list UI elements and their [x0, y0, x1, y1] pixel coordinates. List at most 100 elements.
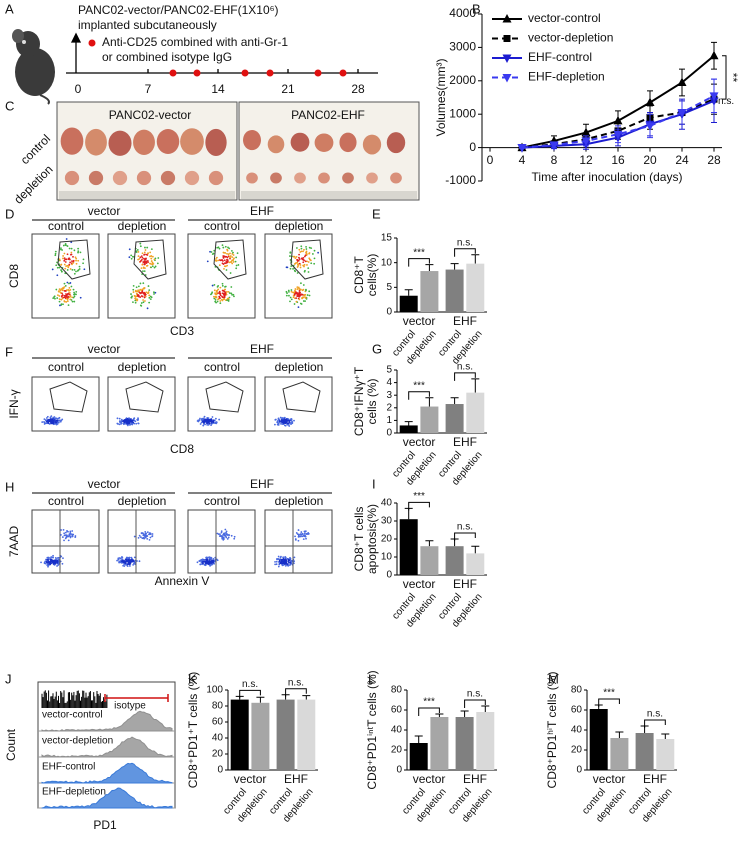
flow-dot — [134, 298, 137, 300]
flow-dot — [64, 261, 67, 263]
flow-dot — [60, 295, 63, 298]
error-bar — [425, 540, 434, 547]
flow-dot — [53, 295, 56, 298]
flow-dot — [141, 288, 144, 291]
flow-dot — [65, 534, 68, 537]
flow-dot — [136, 249, 139, 251]
flow-dot — [282, 564, 285, 566]
flow-dot — [52, 422, 55, 425]
flow-dot — [149, 298, 152, 301]
flow-dot — [290, 265, 293, 268]
flow-dot — [148, 532, 151, 534]
flow-dot — [227, 300, 230, 302]
flow-dot — [151, 255, 154, 258]
column-label: control — [204, 219, 240, 233]
flow-dot — [71, 296, 74, 299]
tumor — [267, 135, 285, 154]
flow-dot — [67, 539, 70, 542]
panel-letter: B — [472, 1, 481, 16]
flow-dot — [296, 258, 299, 261]
x-tick-label: 16 — [611, 153, 625, 167]
flow-dot — [126, 565, 129, 568]
error-bar — [404, 421, 413, 426]
bar — [399, 519, 418, 575]
flow-dot — [226, 264, 228, 267]
flow-dot — [300, 247, 303, 250]
y-tick-label: 10 — [381, 257, 393, 268]
flow-dot — [223, 262, 226, 265]
flow-dot — [70, 299, 73, 301]
flow-dot — [305, 245, 307, 248]
flow-dot — [280, 555, 282, 558]
flow-dot — [40, 561, 42, 564]
flow-dot — [305, 289, 307, 292]
flow-dot — [218, 296, 221, 299]
flow-dot — [289, 561, 292, 564]
flow-dot — [63, 532, 66, 535]
flow-dot — [61, 249, 64, 251]
flow-dot — [215, 256, 218, 259]
flow-dot — [299, 302, 302, 305]
y-tick-label: 100 — [206, 685, 223, 696]
flow-dot — [140, 532, 143, 534]
bar — [399, 295, 418, 312]
flow-dot — [214, 298, 217, 301]
x-tick-label: 24 — [675, 153, 689, 167]
flow-dot — [294, 535, 296, 538]
flow-dot — [131, 419, 133, 422]
flow-dot — [66, 253, 69, 256]
flow-dot — [57, 556, 60, 559]
flow-dot — [143, 296, 146, 299]
flow-dot — [61, 562, 64, 565]
flow-dot — [133, 556, 136, 559]
flow-dot — [67, 304, 70, 306]
flow-dot — [63, 263, 66, 266]
flow-dot — [299, 291, 301, 294]
flow-dot — [220, 535, 222, 538]
flow-plot — [107, 376, 176, 432]
flow-dot — [53, 419, 56, 421]
flow-dot — [126, 422, 129, 425]
flow-dot — [211, 284, 214, 287]
column-label: depletion — [118, 360, 167, 374]
flow-dot — [276, 558, 279, 560]
flow-dot — [298, 262, 301, 265]
flow-dot — [47, 564, 50, 567]
flow-dot — [224, 285, 227, 288]
legend-dot — [88, 39, 96, 47]
flow-dot — [124, 560, 127, 563]
flow-dot — [228, 255, 231, 258]
flow-dot — [285, 290, 288, 293]
flow-dot — [228, 247, 231, 250]
flow-dot — [52, 420, 54, 423]
tumor — [339, 132, 357, 153]
column-label: depletion — [275, 494, 324, 508]
flow-dot — [78, 265, 81, 268]
flow-dot — [220, 530, 223, 533]
flow-dot — [212, 419, 215, 422]
flow-dot — [227, 536, 230, 539]
flow-dot — [50, 415, 53, 418]
flow-dot — [148, 538, 151, 541]
flow-dot — [129, 424, 131, 426]
significance-bracket — [722, 55, 727, 100]
bar — [455, 717, 474, 770]
flow-dot — [224, 528, 227, 531]
flow-dot — [66, 293, 69, 296]
flow-dot — [60, 247, 62, 250]
flow-dot — [68, 286, 71, 289]
flow-dot — [232, 251, 234, 254]
flow-dot — [41, 421, 44, 423]
flow-dot — [149, 251, 152, 254]
flow-dot — [310, 247, 313, 250]
flow-dot — [298, 535, 301, 538]
flow-dot — [317, 251, 320, 254]
flow-dot — [207, 556, 209, 559]
flow-dot — [148, 294, 151, 297]
y-axis-label: CD8⁺IFNγ⁺T — [352, 366, 366, 436]
flow-dot — [289, 300, 291, 303]
flow-dot — [210, 424, 212, 427]
flow-dot — [226, 538, 229, 540]
flow-dot — [280, 562, 282, 564]
group-label: vector — [403, 577, 436, 591]
